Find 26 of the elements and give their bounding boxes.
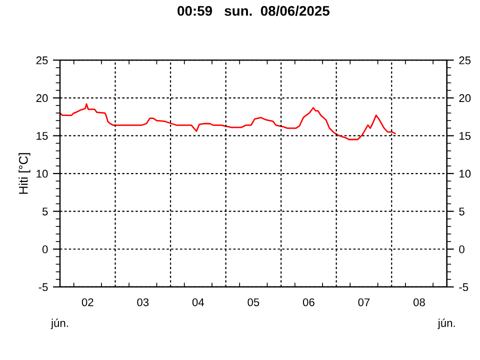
x-tick-label: 03: [137, 298, 149, 306]
y-tick-label: 15: [36, 132, 48, 140]
x-tick-label: 07: [358, 298, 370, 306]
x-tick-label: 02: [82, 298, 94, 306]
y2-tick-label: 25: [459, 56, 471, 64]
y2-tick-label: 10: [460, 170, 471, 178]
y-tick-label: 5: [42, 208, 48, 216]
x-tick-label: 05: [248, 298, 260, 306]
y-tick-label: 0: [42, 245, 48, 254]
x-tick-label: 08: [414, 298, 425, 306]
y-tick-label: 25: [36, 56, 48, 64]
y2-tick-label: 0: [459, 245, 464, 254]
y-tick-label: -5: [38, 283, 48, 292]
y2-tick-label: 15: [460, 132, 471, 140]
y-tick-label: 10: [36, 170, 48, 178]
x-tick-label: 04: [192, 298, 204, 306]
y2-tick-label: 5: [459, 208, 464, 216]
chart-title: 00:59 sun. 08/06/2025: [178, 6, 330, 16]
y2-tick-label: -5: [459, 283, 468, 292]
y2-tick-label: 20: [459, 94, 471, 102]
y-axis-title: Hiti [°C]: [18, 153, 30, 194]
text: jún.: [438, 318, 455, 330]
line-series: [60, 103, 396, 140]
y-tick-label: 20: [36, 94, 48, 102]
text: jún.: [50, 318, 68, 330]
x-tick-label: 06: [302, 298, 314, 306]
